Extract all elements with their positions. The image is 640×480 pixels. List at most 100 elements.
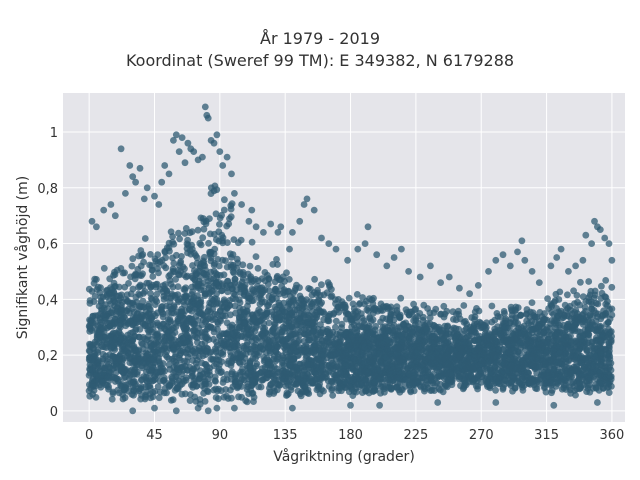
data-point: [598, 289, 606, 297]
data-point: [131, 352, 139, 360]
data-point: [318, 374, 325, 382]
data-point: [569, 323, 577, 331]
data-point: [101, 364, 109, 372]
data-point: [132, 271, 140, 279]
data-point: [566, 302, 574, 310]
data-point: [553, 342, 561, 350]
data-point: [163, 389, 170, 397]
data-point: [128, 366, 136, 374]
data-point: [89, 390, 96, 398]
data-point: [220, 375, 228, 383]
data-point: [408, 308, 415, 316]
data-point: [315, 306, 323, 314]
data-point: [328, 378, 336, 386]
data-point: [172, 276, 180, 283]
data-point: [182, 273, 190, 281]
data-point: [365, 389, 373, 397]
data-point: [196, 273, 204, 280]
data-point: [478, 360, 485, 368]
data-point: [563, 363, 570, 371]
data-point: [402, 306, 410, 313]
data-point: [408, 346, 415, 354]
data-points: [85, 103, 616, 415]
data-point: [405, 370, 413, 378]
data-point: [218, 280, 226, 288]
data-point: [128, 262, 136, 270]
data-point: [383, 362, 391, 370]
data-point: [286, 360, 294, 368]
data-point: [544, 295, 551, 302]
data-point: [152, 283, 160, 291]
data-point: [608, 283, 616, 291]
data-point: [207, 324, 215, 331]
data-point: [413, 357, 420, 365]
data-point: [109, 322, 117, 330]
data-point: [149, 273, 157, 280]
data-point: [213, 236, 220, 244]
data-point: [162, 351, 170, 359]
data-point: [589, 338, 597, 346]
data-point: [529, 309, 537, 316]
data-point: [174, 283, 182, 290]
data-point: [231, 343, 239, 350]
data-point: [306, 374, 313, 381]
data-point: [360, 317, 368, 325]
data-point: [161, 281, 169, 288]
data-point: [296, 309, 303, 317]
data-point: [264, 271, 271, 279]
data-point: [188, 228, 196, 236]
data-point: [207, 184, 215, 192]
data-point: [541, 310, 548, 317]
data-point: [102, 333, 109, 341]
data-point: [216, 221, 223, 228]
data-point: [126, 317, 134, 325]
data-point: [556, 288, 564, 296]
data-point: [502, 377, 509, 385]
data-point: [318, 281, 325, 289]
data-point: [419, 367, 426, 375]
data-point: [407, 361, 415, 368]
data-point: [350, 355, 358, 362]
data-point: [158, 303, 165, 311]
data-point: [139, 297, 147, 305]
data-point: [170, 259, 178, 267]
data-point: [209, 355, 217, 363]
data-point: [384, 345, 391, 353]
data-point: [398, 355, 406, 363]
data-point: [166, 271, 174, 278]
data-point: [305, 311, 312, 319]
data-point: [156, 322, 164, 330]
data-point: [253, 309, 261, 317]
data-point: [396, 311, 404, 319]
data-point: [460, 302, 468, 309]
data-point: [98, 378, 106, 385]
data-point: [204, 277, 212, 285]
data-point: [263, 307, 271, 315]
data-point: [223, 263, 231, 271]
data-point: [116, 322, 123, 330]
data-point: [316, 390, 324, 398]
data-point: [582, 298, 590, 305]
data-point: [214, 326, 221, 333]
data-point: [123, 381, 130, 389]
data-point: [178, 380, 186, 388]
data-point: [86, 365, 93, 373]
data-point: [408, 330, 416, 338]
data-point: [520, 327, 528, 335]
data-point: [198, 359, 206, 367]
data-point: [211, 230, 218, 238]
data-point: [131, 332, 139, 340]
data-point: [283, 368, 290, 376]
chart-title: År 1979 - 2019: [260, 29, 380, 48]
data-point: [411, 370, 419, 378]
data-point: [181, 301, 188, 309]
data-point: [188, 283, 196, 291]
data-point: [248, 390, 256, 397]
data-point: [477, 379, 485, 386]
data-point: [512, 303, 520, 311]
data-point: [592, 326, 599, 334]
data-point: [213, 338, 220, 346]
data-point: [476, 318, 483, 326]
data-point: [260, 327, 267, 334]
